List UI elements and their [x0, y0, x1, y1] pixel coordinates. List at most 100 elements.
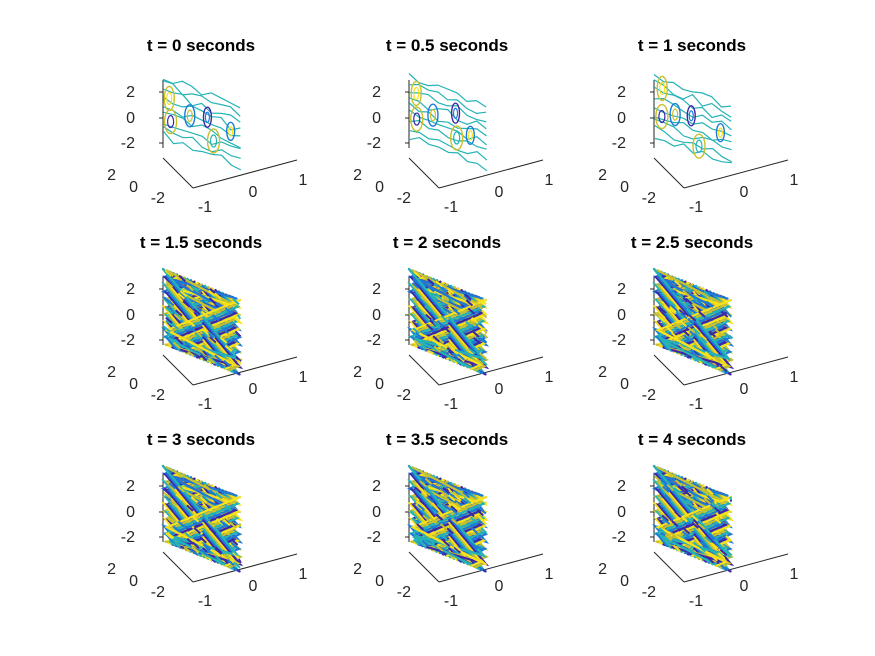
contour-line — [452, 308, 461, 316]
contour-line — [183, 546, 191, 553]
x-axis-line — [192, 553, 298, 583]
contour-line — [465, 321, 473, 329]
contour-line — [699, 336, 708, 344]
contour-line — [710, 554, 718, 562]
y-tick-label: -2 — [151, 190, 165, 207]
contour-line — [165, 319, 173, 327]
contour-line — [230, 541, 239, 549]
contour-line — [234, 330, 242, 338]
contour-line — [685, 499, 694, 507]
contour-line — [434, 292, 443, 300]
contour-line — [163, 296, 171, 304]
contour-line — [697, 337, 706, 345]
contour-line — [417, 304, 426, 312]
contour-line — [480, 358, 488, 366]
contour-line — [199, 354, 208, 362]
contour-line — [162, 488, 171, 496]
x-tick-label: 1 — [790, 172, 799, 189]
y-tick-label: 0 — [129, 179, 138, 196]
y-tick-label: 2 — [598, 167, 607, 184]
y-tick-label: -2 — [642, 190, 656, 207]
z-tick-label: 2 — [372, 281, 381, 298]
y-axis-line — [162, 551, 194, 583]
contour-line — [463, 497, 472, 504]
contour-line — [423, 489, 431, 497]
contour-line — [481, 337, 488, 344]
y-tick-label: -2 — [151, 584, 165, 601]
contour-line — [719, 548, 728, 556]
contour-loop — [167, 114, 175, 129]
contour-loop — [686, 105, 696, 127]
contour-line — [449, 501, 457, 509]
z-tick-label: 0 — [617, 504, 626, 521]
contour-line — [207, 289, 216, 297]
contour-line — [451, 518, 459, 526]
x-tick-label: -1 — [198, 593, 212, 610]
contour-line — [221, 326, 229, 334]
contour-line — [415, 503, 424, 511]
y-tick-label: 0 — [375, 376, 384, 393]
contour-line — [162, 80, 241, 117]
contour-line — [453, 546, 462, 554]
contour-loop — [655, 103, 669, 130]
contour-line — [439, 523, 448, 531]
contour-line — [214, 547, 223, 555]
contour-line — [433, 321, 441, 329]
y-tick-label: 0 — [620, 573, 629, 590]
contour-line — [168, 540, 176, 547]
contour-line — [166, 531, 175, 539]
x-tick-label: 1 — [299, 566, 308, 583]
y-axis-line — [408, 354, 440, 386]
x-tick-label: 1 — [299, 369, 308, 386]
x-tick-label: -1 — [689, 396, 703, 413]
contour-line — [190, 496, 199, 504]
contour-line — [464, 293, 472, 301]
contour-line — [446, 287, 455, 295]
contour-line — [668, 299, 676, 307]
contour-line — [170, 499, 178, 506]
contour-line — [424, 477, 433, 485]
contour-line — [453, 544, 461, 552]
contour-loop — [184, 104, 196, 128]
y-axis-line — [653, 551, 685, 583]
contour-line — [409, 83, 487, 115]
contour-line — [232, 298, 240, 306]
y-tick-label: 2 — [353, 167, 362, 184]
contour-line — [208, 297, 217, 305]
contour-line — [219, 336, 228, 344]
contour-line — [422, 514, 431, 522]
contour-line — [426, 323, 434, 331]
contour-line — [662, 514, 671, 522]
contour-line — [680, 515, 688, 523]
contour-line — [162, 467, 241, 570]
subplot-title: t = 0 seconds — [147, 36, 255, 55]
contour-line — [699, 333, 707, 341]
contour-line — [478, 507, 487, 515]
y-tick-label: 2 — [598, 364, 607, 381]
contour-line — [696, 340, 705, 348]
contour-line — [671, 289, 679, 297]
contour-line — [233, 561, 241, 569]
y-tick-label: -2 — [397, 190, 411, 207]
x-tick-label: 1 — [545, 369, 554, 386]
contour-line — [729, 357, 733, 362]
z-tick-label: 0 — [126, 504, 135, 521]
z-tick-label: 0 — [372, 110, 381, 127]
z-tick-label: 2 — [126, 281, 135, 298]
contour-line — [417, 503, 425, 511]
contour-line — [415, 500, 424, 508]
contour-line — [194, 330, 202, 338]
contour-line — [476, 544, 484, 552]
contour-line — [215, 517, 224, 525]
contour-line — [410, 495, 488, 567]
z-tick-label: 2 — [372, 84, 381, 101]
contour-loop — [186, 109, 193, 122]
contour-line — [173, 341, 181, 349]
contour-line — [674, 280, 682, 288]
contour-line — [442, 486, 450, 494]
contour-line — [416, 523, 425, 531]
contour-line — [214, 354, 222, 362]
contour-loop — [695, 139, 703, 153]
contour-line — [214, 555, 223, 563]
contour-line — [412, 278, 420, 286]
